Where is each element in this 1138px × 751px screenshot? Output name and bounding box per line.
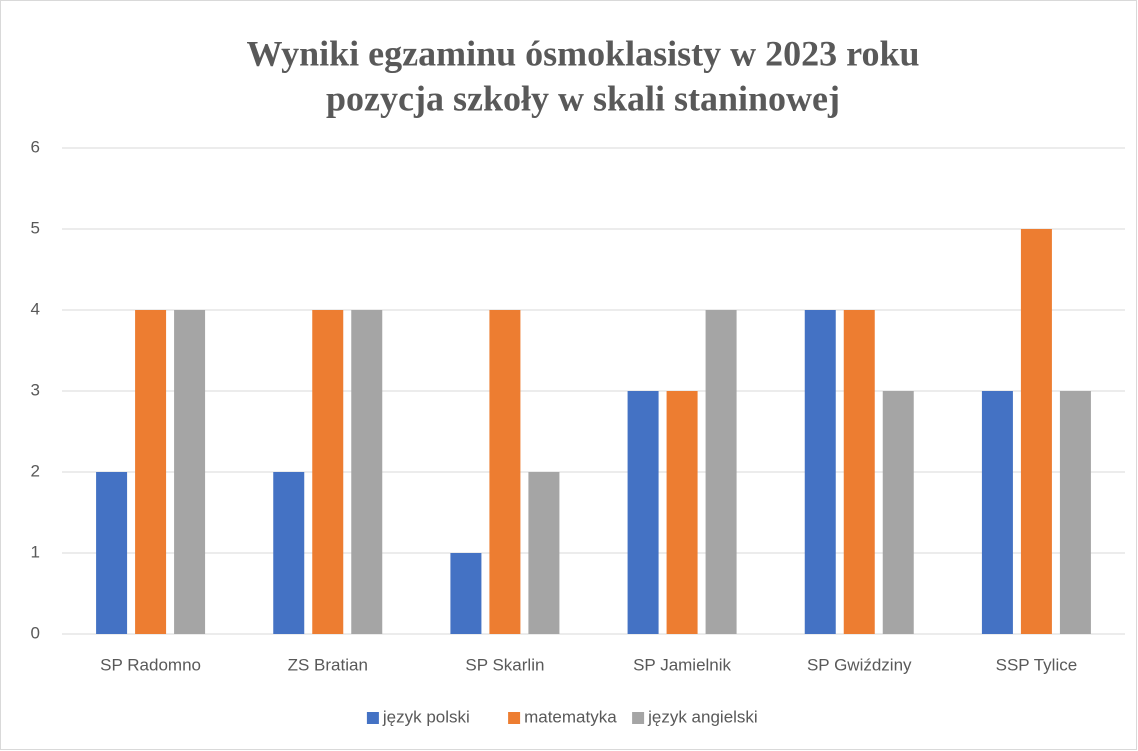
y-tick-label: 0	[31, 623, 40, 642]
legend-label: matematyka	[524, 707, 617, 726]
bar	[1020, 229, 1052, 634]
x-tick-label: SP Gwiździny	[807, 655, 912, 674]
bar	[96, 472, 128, 634]
bar	[981, 391, 1013, 634]
bar	[627, 391, 659, 634]
bar	[882, 391, 914, 634]
bar	[273, 472, 305, 634]
legend-swatch	[508, 712, 521, 724]
x-tick-label: SP Radomno	[100, 655, 201, 674]
x-tick-label: ZS Bratian	[288, 655, 368, 674]
legend-swatch	[366, 712, 379, 724]
bar	[489, 310, 521, 634]
y-tick-label: 3	[31, 380, 40, 399]
bar	[312, 310, 344, 634]
y-tick-label: 2	[31, 461, 40, 480]
x-tick-label: SP Skarlin	[465, 655, 544, 674]
bar	[804, 310, 836, 634]
chart-title: Wyniki egzaminu ósmoklasisty w 2023 roku	[246, 33, 919, 73]
y-tick-label: 4	[31, 299, 40, 318]
bar	[528, 472, 560, 634]
chart-title: pozycja szkoły w skali staninowej	[326, 78, 840, 118]
bar	[351, 310, 383, 634]
bar	[135, 310, 167, 634]
x-tick-label: SP Jamielnik	[633, 655, 731, 674]
x-tick-label: SSP Tylice	[996, 655, 1078, 674]
bar	[450, 553, 482, 634]
bar	[705, 310, 737, 634]
y-tick-label: 5	[31, 218, 40, 237]
legend-swatch	[632, 712, 645, 724]
legend-label: język polski	[382, 707, 470, 726]
bar	[666, 391, 698, 634]
legend-label: język angielski	[647, 707, 758, 726]
bar	[843, 310, 875, 634]
bar	[174, 310, 206, 634]
y-tick-label: 1	[31, 542, 40, 561]
y-tick-label: 6	[31, 137, 40, 156]
bar	[1059, 391, 1091, 634]
